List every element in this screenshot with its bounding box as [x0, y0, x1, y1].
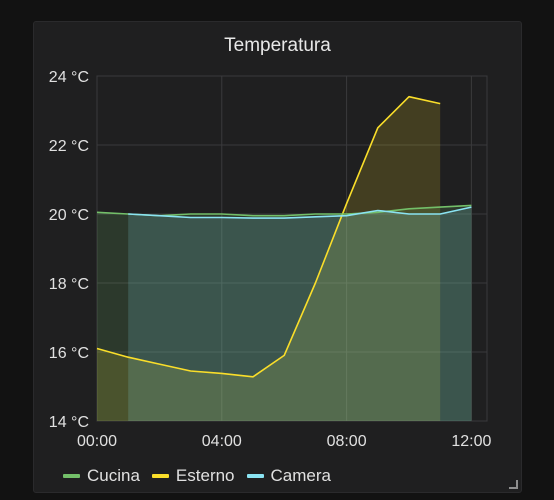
legend-label-camera: Camera	[270, 466, 331, 485]
graph-panel: Temperatura Cucina Esterno Camera	[33, 21, 522, 493]
series-area-camera	[128, 207, 472, 421]
y-tick-label: 18 °C	[49, 276, 89, 293]
y-tick-label: 20 °C	[49, 207, 89, 224]
legend-swatch-esterno	[151, 474, 169, 478]
x-tick-label: 04:00	[202, 433, 242, 450]
series-area-esterno	[97, 96, 441, 421]
panel-title[interactable]: Temperatura	[224, 35, 331, 56]
x-tick-label: 08:00	[327, 433, 367, 450]
legend-swatch-cucina	[63, 474, 80, 478]
resize-corner-icon[interactable]	[509, 480, 518, 489]
y-tick-label: 14 °C	[49, 414, 89, 431]
y-tick-label: 24 °C	[49, 69, 89, 86]
legend-swatch-camera	[246, 474, 264, 478]
legend-item-camera[interactable]: Camera	[246, 466, 331, 486]
legend-label-cucina: Cucina	[87, 466, 140, 485]
series-area-cucina	[97, 205, 472, 421]
legend-item-cucina[interactable]: Cucina	[63, 466, 140, 486]
x-tick-label: 00:00	[77, 433, 117, 450]
series-line-esterno	[96, 95, 441, 378]
legend-label-esterno: Esterno	[175, 466, 235, 485]
legend-item-esterno[interactable]: Esterno	[151, 466, 235, 486]
series-line-camera	[128, 206, 472, 219]
legend: Cucina Esterno Camera	[63, 466, 331, 486]
y-tick-label: 16 °C	[49, 345, 89, 362]
y-tick-label: 22 °C	[49, 138, 89, 155]
x-tick-label: 12:00	[451, 433, 491, 450]
